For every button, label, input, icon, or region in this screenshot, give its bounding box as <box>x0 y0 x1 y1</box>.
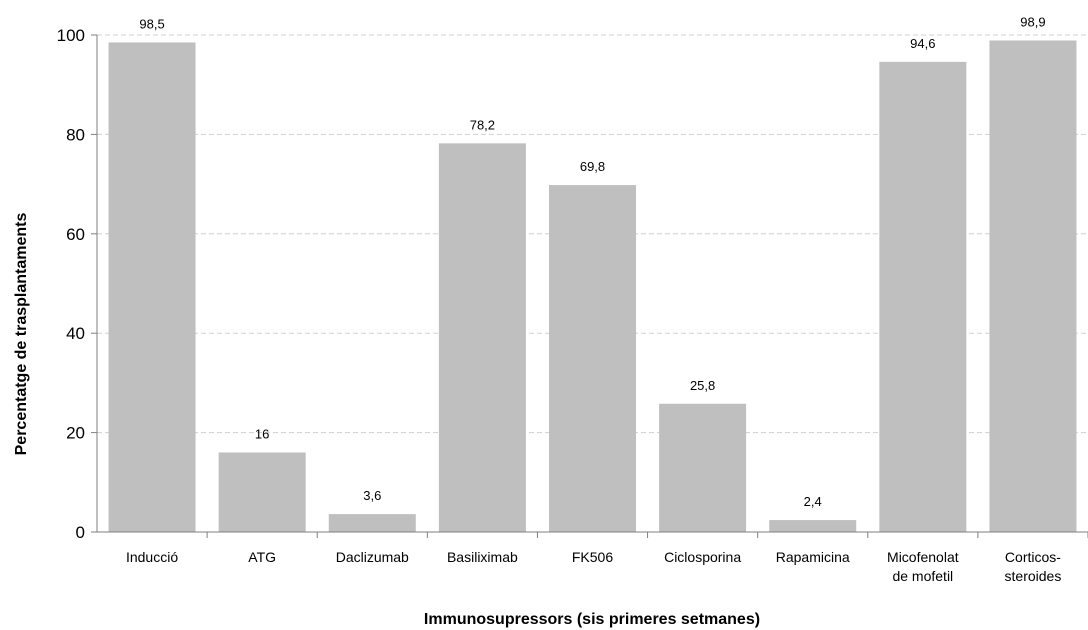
bar <box>438 143 526 532</box>
category-label: Micofenolat <box>887 549 959 565</box>
y-tick-label: 100 <box>57 26 85 45</box>
bars <box>108 40 1077 533</box>
data-label: 16 <box>255 426 269 441</box>
bar <box>549 185 636 532</box>
category-label: Corticos- <box>1005 549 1061 565</box>
bar <box>108 42 196 533</box>
bar <box>659 403 747 532</box>
y-tick-label: 0 <box>76 523 85 542</box>
category-label: FK506 <box>572 549 613 565</box>
data-label: 98,5 <box>139 16 164 31</box>
bar <box>769 520 857 532</box>
category-label: ATG <box>248 549 276 565</box>
data-label: 3,6 <box>363 488 381 503</box>
category-label: Daclizumab <box>336 549 409 565</box>
category-label: Basiliximab <box>447 549 518 565</box>
axes <box>91 34 1088 538</box>
y-tick-label: 80 <box>66 125 85 144</box>
y-tick-label: 40 <box>66 324 85 343</box>
data-label: 94,6 <box>910 36 935 51</box>
bar <box>218 452 306 532</box>
data-label: 2,4 <box>804 494 822 509</box>
bar <box>989 40 1077 532</box>
y-axis-title: Percentatge de trasplantaments <box>13 213 30 456</box>
data-label: 25,8 <box>690 378 715 393</box>
data-label: 69,8 <box>580 159 605 174</box>
bar <box>328 514 416 532</box>
category-label: de mofetil <box>892 568 953 584</box>
y-tick-label: 60 <box>66 225 85 244</box>
category-label: Ciclosporina <box>664 549 741 565</box>
category-label: steroides <box>1005 568 1062 584</box>
labels: 0 20 40 60 80 100 98,5 Inducció 16 ATG 3,6 Daclizum… <box>57 14 1062 584</box>
x-axis-title: Immunosupressors (sis primeres setmanes) <box>424 611 760 628</box>
bar <box>879 61 967 532</box>
y-tick-label: 20 <box>66 424 85 443</box>
data-label: 78,2 <box>470 117 495 132</box>
data-label: 98,9 <box>1020 14 1045 29</box>
category-label: Inducció <box>126 549 178 565</box>
category-label: Rapamicina <box>776 549 850 565</box>
